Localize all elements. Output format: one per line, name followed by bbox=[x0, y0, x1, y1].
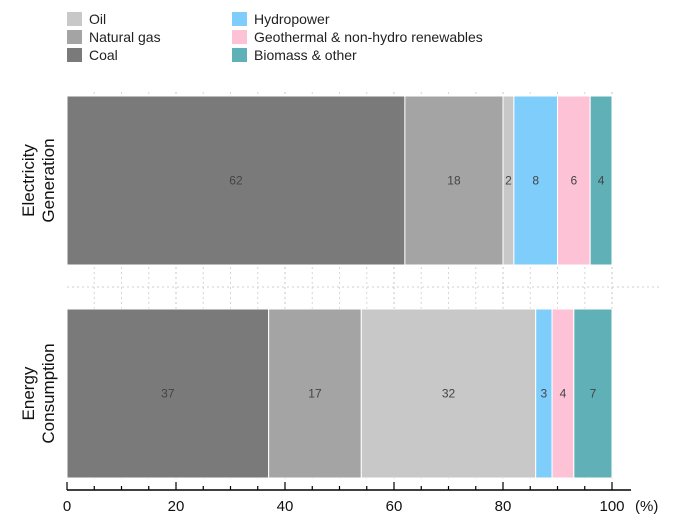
data-label: 18 bbox=[447, 174, 461, 188]
category-label-line: Generation bbox=[39, 138, 58, 222]
bar-segment-natural-gas bbox=[404, 95, 504, 266]
data-label: 2 bbox=[505, 174, 512, 188]
x-axis-unit: (%) bbox=[635, 498, 658, 515]
legend-label: Geothermal & non-hydro renewables bbox=[254, 29, 483, 45]
legend-item-geothermal-and-non-hydro-renewables: Geothermal & non-hydro renewables bbox=[232, 29, 483, 45]
data-label: 3 bbox=[541, 387, 548, 401]
bar-segment-biomass-and-other bbox=[589, 95, 613, 266]
legend-item-oil: Oil bbox=[67, 11, 106, 27]
legend-swatch bbox=[232, 30, 247, 44]
bar-segment-geothermal-and-non-hydro-renewables bbox=[557, 95, 591, 266]
data-label: 37 bbox=[161, 387, 175, 401]
legend-item-biomass-and-other: Biomass & other bbox=[232, 47, 357, 63]
category-label-energy-consumption: Energy Consumption bbox=[19, 343, 58, 443]
category-label-electricity-generation: Electricity Generation bbox=[19, 138, 58, 222]
bar-segment-natural-gas bbox=[268, 308, 362, 479]
data-label: 17 bbox=[308, 387, 322, 401]
x-tick-label: 20 bbox=[168, 498, 185, 515]
category-label-line: Electricity bbox=[19, 144, 38, 217]
legend-label: Biomass & other bbox=[254, 47, 357, 63]
legend: Oil Natural gas Coal Hydropower Geothermal &… bbox=[67, 11, 483, 63]
data-label: 62 bbox=[229, 174, 243, 188]
legend-label: Oil bbox=[89, 11, 106, 27]
data-label: 32 bbox=[442, 387, 456, 401]
category-label-line: Consumption bbox=[39, 343, 58, 443]
bars: 62 18 2 8 6 437 17 32 3 4 7 bbox=[66, 95, 613, 479]
bar-segment-biomass-and-other bbox=[573, 308, 613, 479]
x-tick-label: 40 bbox=[277, 498, 294, 515]
x-tick-label: 60 bbox=[386, 498, 403, 515]
legend-swatch bbox=[67, 30, 82, 44]
legend-swatch bbox=[67, 12, 82, 26]
x-tick-label: 0 bbox=[63, 498, 71, 515]
x-tick-label: 80 bbox=[495, 498, 512, 515]
legend-swatch bbox=[232, 48, 247, 62]
category-label-line: Energy bbox=[19, 366, 38, 420]
legend-label: Natural gas bbox=[89, 29, 161, 45]
category-labels: Electricity Generation Energy Consumption bbox=[19, 138, 58, 443]
data-label: 7 bbox=[590, 387, 597, 401]
legend-label: Coal bbox=[89, 47, 118, 63]
legend-swatch bbox=[67, 48, 82, 62]
legend-swatch bbox=[232, 12, 247, 26]
legend-item-hydropower: Hydropower bbox=[232, 11, 330, 27]
data-label: 6 bbox=[571, 174, 578, 188]
data-label: 4 bbox=[598, 174, 605, 188]
x-axis: 0 20 40 60 80 100 (%) bbox=[63, 482, 658, 515]
bar-segment-oil bbox=[360, 308, 537, 479]
legend-label: Hydropower bbox=[254, 11, 330, 27]
x-tick-label: 100 bbox=[599, 498, 624, 515]
legend-item-coal: Coal bbox=[67, 47, 118, 63]
data-label: 8 bbox=[532, 174, 539, 188]
data-label: 4 bbox=[560, 387, 567, 401]
bar-segment-coal bbox=[66, 95, 406, 266]
legend-item-natural-gas: Natural gas bbox=[67, 29, 161, 45]
